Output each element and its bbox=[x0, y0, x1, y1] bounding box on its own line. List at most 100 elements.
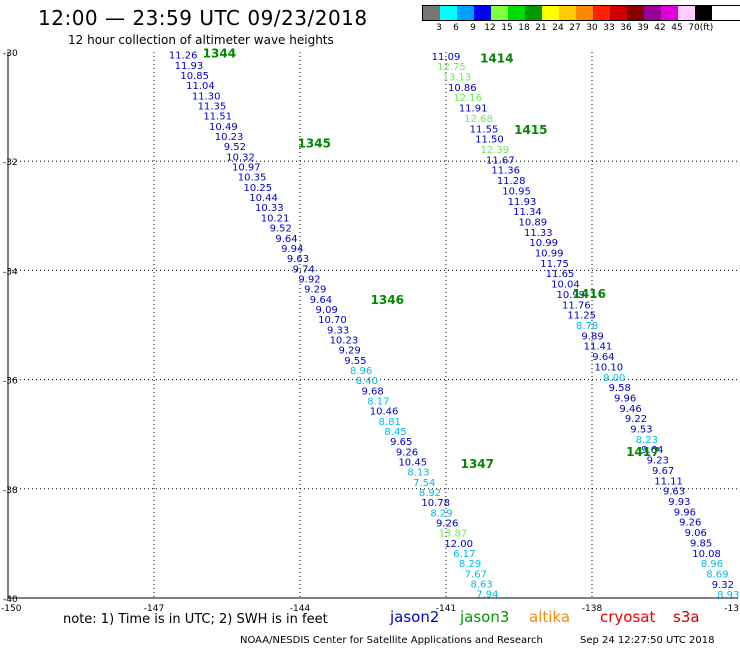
legend-altika: altika bbox=[529, 608, 571, 626]
wave-height-value: 12.16 bbox=[453, 93, 482, 104]
wave-height-value: 11.93 bbox=[508, 197, 537, 208]
wave-height-value: 11.11 bbox=[654, 476, 683, 487]
wave-height-value: 8.78 bbox=[576, 321, 598, 332]
wave-height-value: 11.04 bbox=[186, 81, 215, 92]
wave-height-value: 9.93 bbox=[668, 497, 690, 508]
wave-height-value: 7.94 bbox=[476, 590, 498, 601]
lat-label: -40 bbox=[3, 595, 18, 605]
wave-height-value: 10.99 bbox=[529, 238, 558, 249]
wave-height-value: 9.74 bbox=[293, 264, 315, 275]
wave-height-value: 9.52 bbox=[224, 142, 246, 153]
wave-height-value: 10.21 bbox=[261, 213, 290, 224]
wave-height-value: 8.96 bbox=[350, 366, 372, 377]
orbit-number-label: 1346 bbox=[371, 293, 404, 307]
legend-jason3: jason3 bbox=[460, 608, 510, 626]
lat-label: -32 bbox=[3, 158, 18, 168]
wave-height-value: 8.17 bbox=[367, 396, 389, 407]
wave-height-value: 9.32 bbox=[712, 580, 734, 591]
wave-height-value: 9.52 bbox=[270, 224, 292, 235]
wave-height-value: 8.23 bbox=[636, 435, 658, 446]
scale-swatch bbox=[661, 6, 678, 20]
scale-tick-label: 27 bbox=[569, 23, 581, 33]
scale-tick-label: 24 bbox=[552, 23, 564, 33]
wave-height-value: 10.95 bbox=[502, 186, 531, 197]
lon-label: -138 bbox=[582, 604, 603, 614]
scale-swatch bbox=[525, 6, 542, 20]
orbit-number-label: 1414 bbox=[480, 52, 513, 66]
lat-label: -30 bbox=[3, 49, 18, 59]
scale-tick-label: 21 bbox=[535, 23, 547, 33]
page-title: 12:00 — 23:59 UTC 09/23/2018 bbox=[38, 6, 368, 30]
scale-swatch bbox=[593, 6, 610, 20]
scale-tick-label: 9 bbox=[470, 23, 476, 33]
wave-height-value: 8.13 bbox=[407, 468, 429, 479]
wave-height-value: 10.99 bbox=[535, 249, 564, 260]
wave-height-value: 10.23 bbox=[215, 132, 244, 143]
wave-height-value: 10.78 bbox=[421, 498, 450, 509]
wave-height-value: 8.81 bbox=[379, 417, 401, 428]
wave-height-value: 9.92 bbox=[298, 274, 320, 285]
wave-height-value: 9.64 bbox=[592, 352, 614, 363]
footer-credit: NOAA/NESDIS Center for Satellite Applica… bbox=[240, 635, 543, 646]
scale-tick-label: 33 bbox=[603, 23, 615, 33]
wave-height-value: 10.35 bbox=[238, 173, 267, 184]
wave-height-value: 9.26 bbox=[436, 518, 458, 529]
wave-height-value: 11.34 bbox=[513, 207, 542, 218]
wave-height-value: 9.33 bbox=[327, 325, 349, 336]
scale-tick-label: 39 bbox=[637, 23, 649, 33]
wave-height-value: 9.53 bbox=[630, 425, 652, 436]
wave-height-value: 10.23 bbox=[330, 335, 359, 346]
wave-height-value: 9.64 bbox=[310, 295, 332, 306]
wave-height-value: 11.93 bbox=[175, 61, 204, 72]
wave-height-value: 10.49 bbox=[209, 122, 238, 133]
wave-height-value: 10.33 bbox=[255, 203, 284, 214]
lon-label: -144 bbox=[290, 604, 311, 614]
wave-height-value: 9.67 bbox=[652, 466, 674, 477]
orbit-number-label: 1345 bbox=[298, 137, 331, 151]
lon-label: -13 bbox=[724, 604, 739, 614]
wave-height-value: 11.28 bbox=[497, 176, 526, 187]
wave-height-value: 10.08 bbox=[692, 549, 721, 560]
wave-height-value: 8.29 bbox=[459, 559, 481, 570]
wave-height-value: 11.41 bbox=[584, 342, 613, 353]
wave-height-value: 11.75 bbox=[540, 259, 569, 270]
wave-height-value: 8.69 bbox=[706, 569, 728, 580]
scale-swatch bbox=[610, 6, 627, 20]
scale-swatch bbox=[559, 6, 576, 20]
orbit-number-label: 1415 bbox=[514, 123, 547, 137]
wave-height-value: 9.96 bbox=[614, 393, 636, 404]
wave-height-value: 9.64 bbox=[641, 445, 663, 456]
wave-height-value: 9.85 bbox=[690, 538, 712, 549]
wave-height-value: 10.70 bbox=[318, 315, 347, 326]
lon-label: -147 bbox=[144, 604, 164, 614]
wave-height-value: 10.10 bbox=[595, 362, 624, 373]
wave-height-value: 10.89 bbox=[519, 217, 548, 228]
wave-height-value: 8.40 bbox=[356, 376, 378, 387]
wave-height-value: 8.92 bbox=[419, 488, 441, 499]
scale-tick-label: 15 bbox=[501, 23, 513, 33]
wave-height-value: 9.00 bbox=[603, 373, 625, 384]
scale-swatch bbox=[576, 6, 593, 20]
wave-height-value: 10.86 bbox=[448, 83, 477, 94]
wave-height-value: 9.68 bbox=[361, 386, 383, 397]
scale-swatch bbox=[678, 6, 695, 20]
lat-label: -34 bbox=[3, 267, 18, 277]
wave-height-value: 9.23 bbox=[647, 456, 669, 467]
wave-height-value: 11.36 bbox=[491, 166, 520, 177]
wave-height-value: 10.99 bbox=[557, 290, 586, 301]
orbit-number-label: 1417 bbox=[626, 445, 659, 459]
wave-height-value: 9.96 bbox=[674, 507, 696, 518]
wave-height-value: 9.22 bbox=[625, 414, 647, 425]
wave-height-value: 9.63 bbox=[287, 254, 309, 265]
scale-swatch bbox=[423, 6, 440, 20]
wave-height-value: 10.46 bbox=[370, 407, 399, 418]
wave-height-value: 11.09 bbox=[432, 52, 461, 63]
scale-tick-label: 12 bbox=[484, 23, 496, 33]
wave-height-value: 11.30 bbox=[192, 91, 221, 102]
wave-height-value: 9.29 bbox=[304, 285, 326, 296]
scale-swatch bbox=[457, 6, 474, 20]
color-scale-swatches bbox=[422, 5, 740, 21]
wave-height-value: 10.45 bbox=[398, 457, 427, 468]
scale-tick-label: 42 bbox=[654, 23, 666, 33]
